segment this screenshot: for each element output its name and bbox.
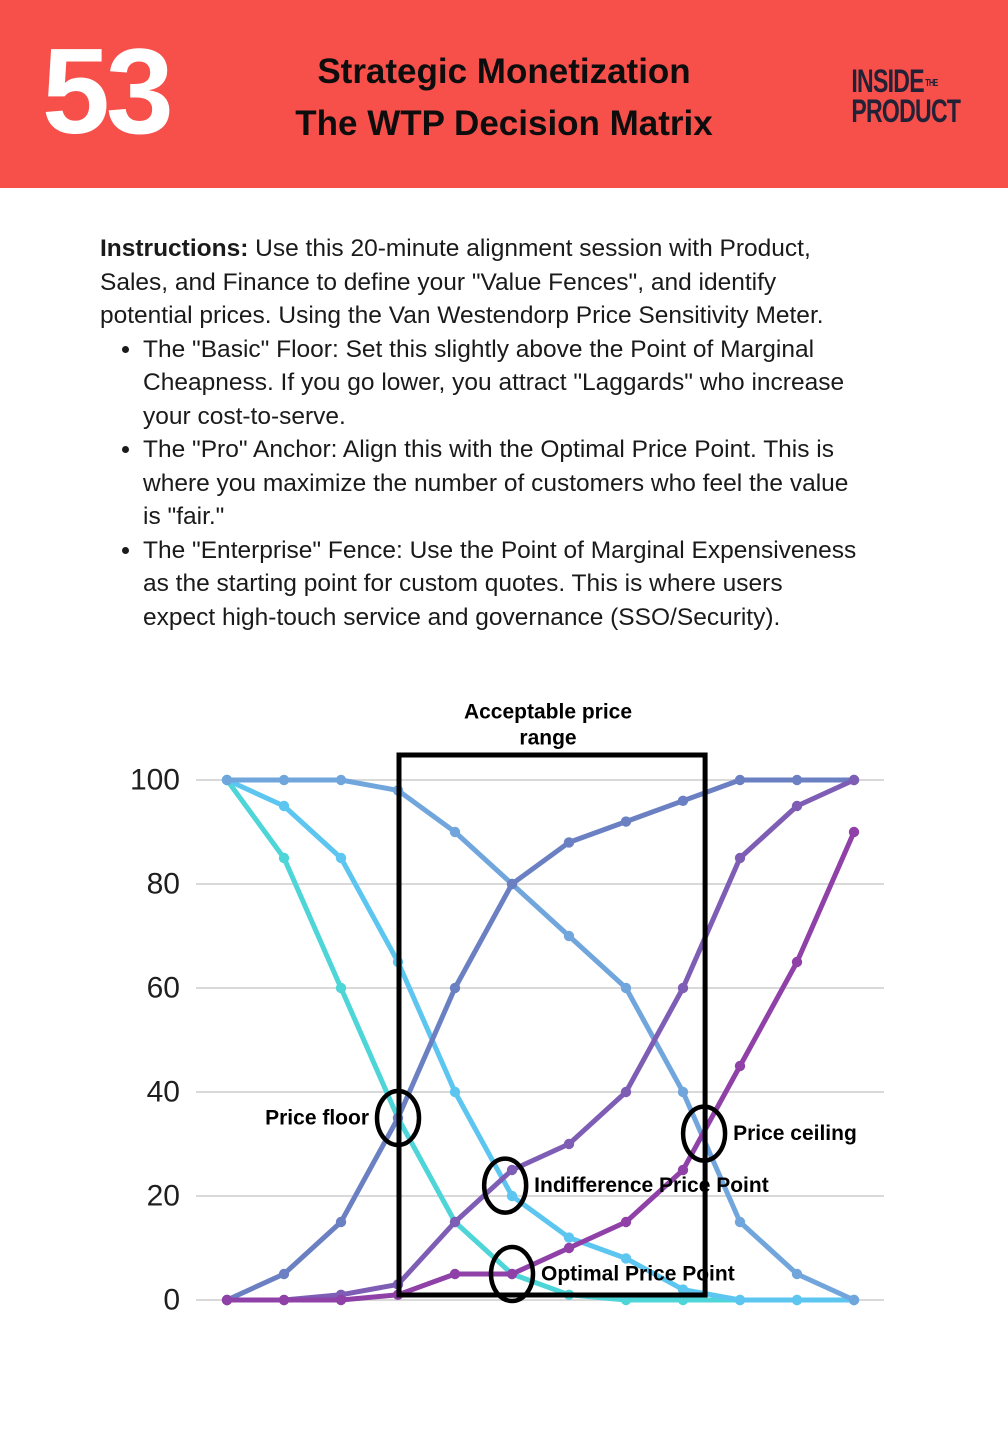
y-tick-label: 80: [147, 868, 180, 901]
page-number: 53: [42, 23, 174, 159]
series-point-expensive: [449, 1216, 461, 1228]
acceptable-range-label: range: [519, 727, 576, 750]
series-point-too-cheap: [335, 982, 347, 994]
series-line-not-expensive: [224, 777, 857, 1303]
indifference-price-point-label: Indifference Price Point: [534, 1174, 769, 1197]
page-title-line-2: The WTP Decision Matrix: [295, 104, 713, 143]
y-tick-label: 20: [147, 1180, 180, 1213]
series-point-not-cheap: [335, 1216, 347, 1228]
indifference-price-point-circle: [481, 1156, 529, 1215]
series-point-expensive: [620, 1086, 632, 1098]
instruction-bullet: The "Basic" Floor: Set this slightly abo…: [143, 333, 910, 434]
y-tick-label: 0: [163, 1284, 180, 1317]
series-point-cheap: [791, 1294, 803, 1306]
series-point-not-expensive: [848, 1294, 860, 1306]
series-line-too-cheap: [224, 777, 857, 1303]
instruction-bullet: The "Enterprise" Fence: Use the Point of…: [143, 534, 910, 635]
series-point-too-expensive: [620, 1216, 632, 1228]
series-point-not-expensive: [791, 1268, 803, 1280]
series-point-too-expensive: [677, 1164, 689, 1176]
wtp-chart: 0 20 40 60 80 100 Acceptable price range Price f…: [0, 660, 1008, 1360]
series-point-not-cheap: [620, 816, 632, 827]
series-point-not-expensive: [335, 774, 347, 786]
van-westendorp-chart: 0 20 40 60 80 100 Acceptable price range Price f…: [130, 701, 884, 1317]
page-title-line-1: Strategic Monetization: [317, 52, 691, 91]
series-point-cheap: [335, 852, 347, 864]
optimal-price-point-label: Optimal Price Point: [541, 1263, 735, 1286]
page-title: Strategic Monetization The WTP Decision …: [0, 46, 1008, 150]
series-point-expensive: [677, 982, 689, 994]
page-header: 53 Strategic Monetization The WTP Decisi…: [0, 0, 1008, 188]
series-point-too-expensive: [791, 956, 803, 968]
instructions-list: The "Basic" Floor: Set this slightly abo…: [100, 333, 910, 635]
series-point-cheap: [677, 1284, 689, 1295]
series-point-not-expensive: [620, 982, 632, 994]
series-point-expensive: [848, 774, 860, 786]
series-point-not-expensive: [677, 1086, 689, 1098]
series-point-too-expensive: [506, 1268, 518, 1280]
series-point-not-cheap: [506, 878, 518, 890]
instructions-block: Instructions: Use this 20-minute alignme…: [100, 232, 910, 634]
series-point-not-expensive: [734, 1216, 746, 1228]
price-floor-circle: [374, 1088, 422, 1148]
y-tick-label: 100: [130, 764, 180, 797]
series-point-too-expensive: [221, 1294, 233, 1306]
optimal-price-point-circle: [488, 1244, 536, 1304]
series-line-not-cheap: [224, 777, 857, 1303]
price-ceiling-label: Price ceiling: [733, 1122, 857, 1145]
price-ceiling-circle: [680, 1104, 728, 1163]
series-point-expensive: [506, 1164, 518, 1176]
series-point-cheap: [620, 1253, 632, 1264]
y-tick-label: 40: [147, 1076, 180, 1109]
inside-product-logo: INSIDETHE PRODUCT: [851, 63, 961, 130]
series-point-cheap: [734, 1294, 746, 1306]
instruction-bullet: The "Pro" Anchor: Align this with the Op…: [143, 433, 910, 534]
series-line-too-expensive: [224, 829, 857, 1303]
series-point-expensive: [563, 1138, 575, 1150]
series-point-too-expensive: [848, 826, 860, 838]
logo-the: THE: [925, 77, 938, 89]
logo-line-1: INSIDETHE: [851, 63, 938, 99]
instructions-intro: Use this 20-minute alignment session wit…: [100, 235, 824, 329]
instructions-paragraph: Instructions: Use this 20-minute alignme…: [100, 232, 910, 333]
series-point-expensive: [791, 800, 803, 812]
series-point-cheap: [278, 800, 290, 812]
series-line-expensive: [224, 777, 857, 1303]
series-point-not-cheap: [677, 795, 689, 806]
series-point-not-expensive: [278, 774, 290, 786]
series-point-cheap: [563, 1232, 575, 1243]
acceptable-range-box: [396, 752, 708, 1298]
series-point-not-cheap: [563, 837, 575, 848]
series-point-too-expensive: [335, 1294, 347, 1306]
series-point-cheap: [449, 1086, 461, 1098]
series-point-too-cheap: [278, 852, 290, 864]
series-line-cheap: [224, 777, 857, 1303]
series-point-not-cheap: [449, 982, 461, 994]
series-point-not-expensive: [449, 826, 461, 838]
instructions-label: Instructions:: [100, 235, 249, 262]
logo-line-2: PRODUCT: [851, 93, 961, 130]
acceptable-range-label: Acceptable price: [464, 701, 632, 724]
y-tick-label: 60: [147, 972, 180, 1005]
series-point-too-expensive: [563, 1242, 575, 1254]
price-floor-label: Price floor: [265, 1107, 369, 1130]
series-point-not-expensive: [563, 930, 575, 942]
series-point-cheap: [506, 1190, 518, 1202]
series-point-not-cheap: [278, 1268, 290, 1280]
series-point-too-expensive: [734, 1060, 746, 1072]
series-point-expensive: [734, 852, 746, 864]
series-point-not-expensive: [221, 774, 233, 786]
series-point-too-expensive: [278, 1294, 290, 1306]
series-point-not-cheap: [791, 774, 803, 786]
series-point-not-cheap: [734, 774, 746, 786]
series-point-too-expensive: [449, 1268, 461, 1280]
